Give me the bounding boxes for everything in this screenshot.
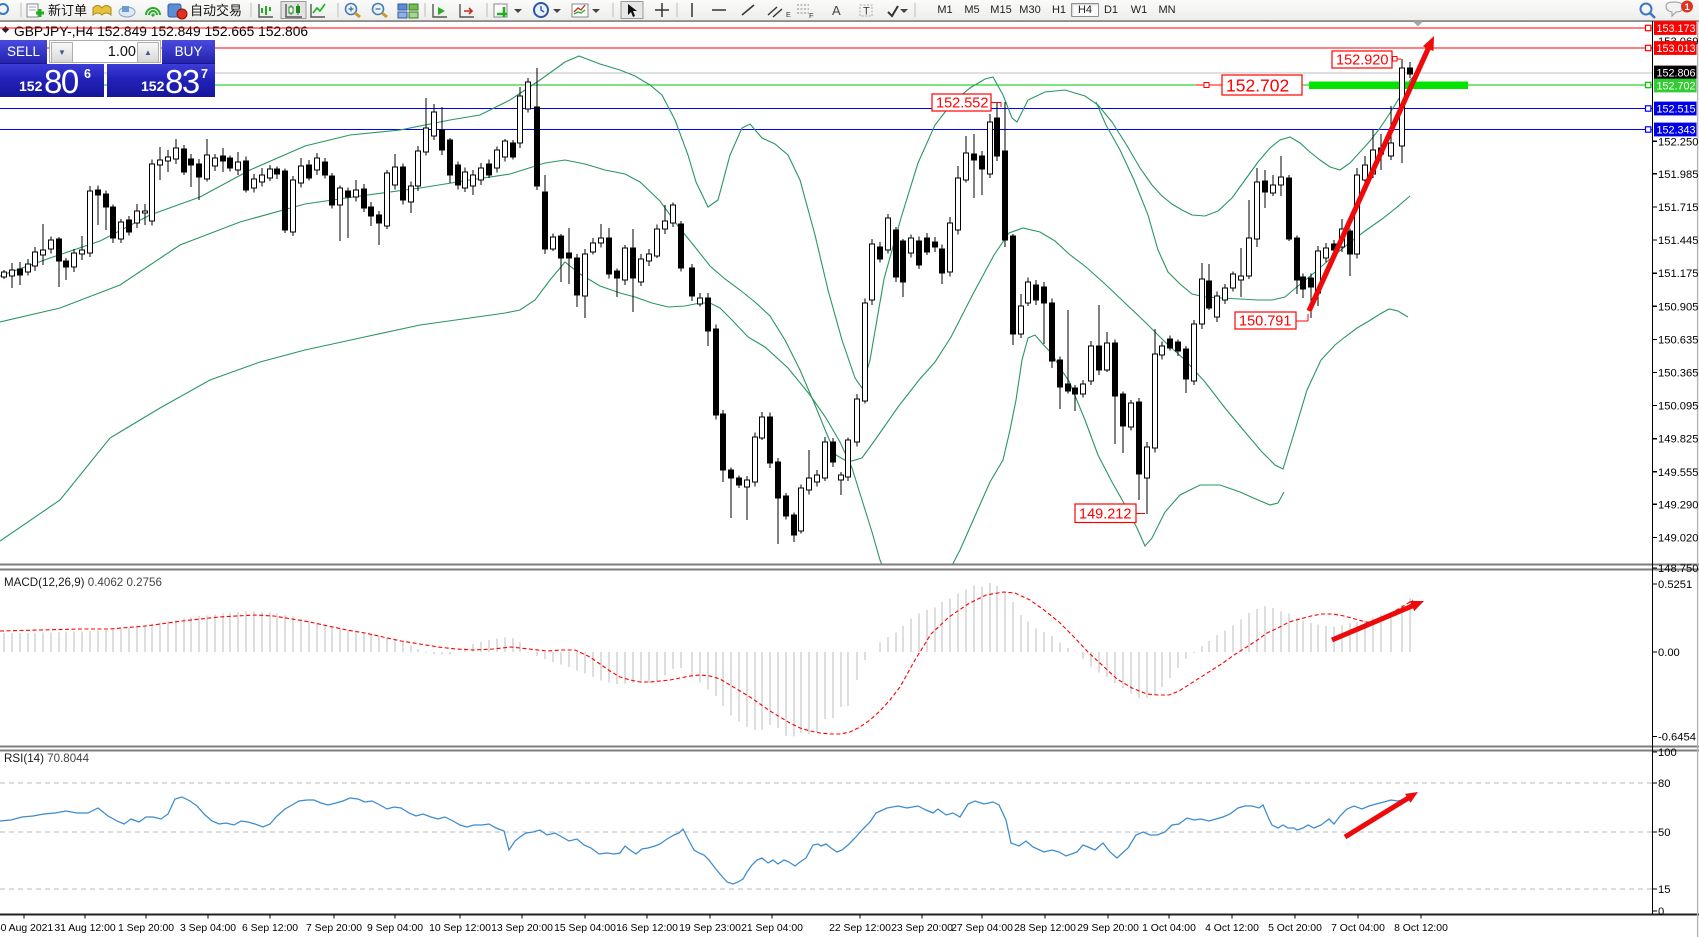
svg-text:149.290: 149.290 xyxy=(1658,499,1698,511)
svg-text:-0.6454: -0.6454 xyxy=(1658,732,1696,744)
svg-text:152.515: 152.515 xyxy=(1657,104,1696,116)
svg-text:151.175: 151.175 xyxy=(1658,268,1698,280)
svg-text:10 Sep 12:00: 10 Sep 12:00 xyxy=(429,923,491,934)
svg-text:149.555: 149.555 xyxy=(1658,467,1698,479)
svg-text:15 Sep 04:00: 15 Sep 04:00 xyxy=(554,923,616,934)
svg-text:3 Sep 04:00: 3 Sep 04:00 xyxy=(180,923,236,934)
svg-text:153.173: 153.173 xyxy=(1657,23,1696,35)
svg-text:F: F xyxy=(809,11,814,20)
svg-text:150.791: 150.791 xyxy=(1239,314,1291,330)
svg-text:150.365: 150.365 xyxy=(1658,368,1698,380)
svg-text:8 Oct 12:00: 8 Oct 12:00 xyxy=(1394,923,1448,934)
svg-text:5 Oct 20:00: 5 Oct 20:00 xyxy=(1268,923,1322,934)
svg-text:0.00: 0.00 xyxy=(1658,647,1680,659)
svg-text:A: A xyxy=(832,3,841,18)
svg-text:4 Oct 12:00: 4 Oct 12:00 xyxy=(1205,923,1259,934)
svg-text:T: T xyxy=(863,6,870,18)
svg-text:150.095: 150.095 xyxy=(1658,401,1698,413)
svg-text:150.635: 150.635 xyxy=(1658,334,1698,346)
svg-text:151.715: 151.715 xyxy=(1658,202,1698,214)
svg-text:80: 80 xyxy=(1658,778,1670,790)
svg-text:新订单: 新订单 xyxy=(48,3,87,18)
svg-text:152.702: 152.702 xyxy=(1226,75,1289,95)
svg-text:149.212: 149.212 xyxy=(1079,507,1131,523)
svg-text:29 Sep 20:00: 29 Sep 20:00 xyxy=(1077,923,1139,934)
svg-text:9 Sep 04:00: 9 Sep 04:00 xyxy=(367,923,423,934)
svg-text:21 Sep 04:00: 21 Sep 04:00 xyxy=(741,923,803,934)
svg-text:RSI(14) 70.8044: RSI(14) 70.8044 xyxy=(4,752,90,765)
svg-text:E: E xyxy=(786,12,791,19)
svg-text:1 Sep 20:00: 1 Sep 20:00 xyxy=(118,923,174,934)
svg-text:22 Sep 12:00: 22 Sep 12:00 xyxy=(829,923,891,934)
svg-text:151.445: 151.445 xyxy=(1658,235,1698,247)
svg-text:0.5251: 0.5251 xyxy=(1658,579,1692,591)
svg-text:28 Sep 12:00: 28 Sep 12:00 xyxy=(1014,923,1076,934)
svg-text:151.985: 151.985 xyxy=(1658,169,1698,181)
svg-text:MACD(12,26,9) 0.4062 0.2756: MACD(12,26,9) 0.4062 0.2756 xyxy=(4,576,162,589)
svg-text:自动交易: 自动交易 xyxy=(190,3,242,18)
svg-text:19 Sep 23:00: 19 Sep 23:00 xyxy=(679,923,741,934)
svg-text:152.552: 152.552 xyxy=(936,96,988,112)
svg-text:13 Sep 20:00: 13 Sep 20:00 xyxy=(491,923,553,934)
svg-text:149.020: 149.020 xyxy=(1658,532,1698,544)
svg-text:152.806: 152.806 xyxy=(1657,68,1696,80)
svg-text:148.750: 148.750 xyxy=(1658,563,1698,575)
svg-text:150.905: 150.905 xyxy=(1658,301,1698,313)
svg-text:7 Oct 04:00: 7 Oct 04:00 xyxy=(1331,923,1385,934)
svg-text:15: 15 xyxy=(1658,884,1670,896)
svg-text:31 Aug 12:00: 31 Aug 12:00 xyxy=(54,923,115,934)
svg-text:152.250: 152.250 xyxy=(1658,136,1698,148)
svg-text:100: 100 xyxy=(1658,747,1677,759)
svg-text:152.702: 152.702 xyxy=(1657,81,1696,93)
svg-text:50: 50 xyxy=(1658,827,1670,839)
svg-text:27 Sep 04:00: 27 Sep 04:00 xyxy=(951,923,1013,934)
svg-text:GBPJPY-,H4 152.849 152.849 15: GBPJPY-,H4 152.849 152.849 152.665 152.8… xyxy=(14,24,308,39)
svg-text:6 Sep 12:00: 6 Sep 12:00 xyxy=(242,923,298,934)
svg-text:152.920: 152.920 xyxy=(1336,53,1388,69)
svg-text:16 Sep 12:00: 16 Sep 12:00 xyxy=(616,923,678,934)
svg-text:23 Sep 20:00: 23 Sep 20:00 xyxy=(891,923,953,934)
svg-text:1 Oct 04:00: 1 Oct 04:00 xyxy=(1142,923,1196,934)
svg-text:153.013: 153.013 xyxy=(1657,43,1696,55)
svg-text:0: 0 xyxy=(1658,906,1664,918)
svg-text:152.343: 152.343 xyxy=(1657,125,1696,137)
svg-text:149.825: 149.825 xyxy=(1658,434,1698,446)
svg-text:30 Aug 2021: 30 Aug 2021 xyxy=(0,923,53,934)
svg-text:1: 1 xyxy=(1685,2,1691,13)
svg-text:7 Sep 20:00: 7 Sep 20:00 xyxy=(306,923,362,934)
